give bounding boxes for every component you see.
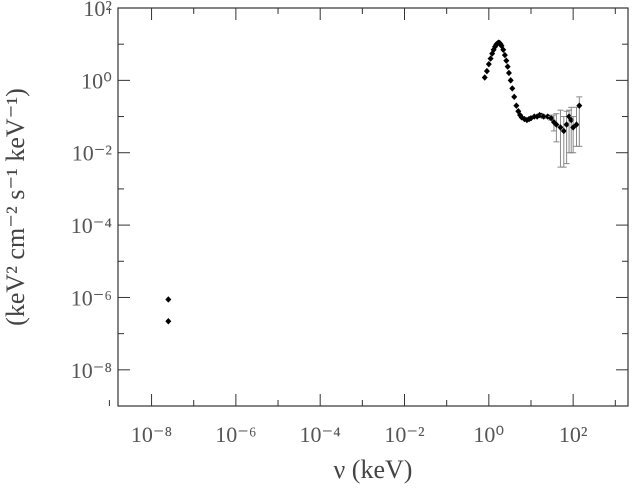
data-point bbox=[557, 124, 564, 131]
data-point bbox=[534, 113, 541, 120]
data-point bbox=[505, 69, 512, 77]
data-point bbox=[501, 51, 508, 59]
data-point bbox=[504, 63, 511, 70]
x-axis-label: ν (keV) bbox=[334, 455, 413, 484]
x-tick-label: 10² bbox=[559, 422, 588, 447]
x-tick-label: 10⁻⁸ bbox=[131, 422, 172, 447]
data-point bbox=[513, 102, 520, 109]
data-point bbox=[481, 74, 488, 81]
data-point bbox=[517, 111, 524, 119]
data-point bbox=[563, 121, 570, 128]
x-tick-label: 10⁻² bbox=[384, 422, 425, 447]
x-tick-label: 10⁻⁶ bbox=[215, 422, 256, 447]
y-tick-label: 10⁻² bbox=[72, 141, 113, 166]
data-point bbox=[573, 121, 580, 128]
data-point bbox=[511, 93, 518, 101]
data-point bbox=[548, 115, 555, 122]
data-point bbox=[560, 127, 567, 135]
data-point bbox=[498, 42, 505, 50]
data-point bbox=[521, 115, 528, 123]
data-point bbox=[165, 318, 172, 325]
data-point bbox=[483, 67, 490, 75]
y-tick-label: 10⁻⁸ bbox=[71, 358, 112, 383]
data-point bbox=[491, 43, 498, 50]
data-point bbox=[507, 77, 514, 84]
data-point bbox=[165, 296, 172, 303]
data-point bbox=[576, 102, 583, 109]
data-point bbox=[570, 124, 577, 131]
data-point bbox=[485, 60, 492, 68]
x-tick-label: 10⁻⁴ bbox=[300, 422, 342, 447]
y-tick-label: 10⁻⁶ bbox=[71, 285, 112, 310]
y-tick-label: 10⁻⁴ bbox=[71, 213, 113, 238]
x-tick-label: 10⁰ bbox=[473, 422, 504, 447]
plot-frame bbox=[117, 7, 629, 407]
data-point bbox=[500, 46, 507, 53]
data-point bbox=[509, 85, 516, 92]
data-point bbox=[550, 118, 557, 126]
data-point bbox=[553, 121, 560, 128]
y-tick-label: 10² bbox=[83, 0, 112, 21]
y-tick-label: 10⁰ bbox=[81, 68, 112, 93]
data-point bbox=[487, 55, 494, 62]
y-axis-label: (keV² cm⁻² s⁻¹ keV⁻¹) bbox=[1, 88, 30, 326]
data-point bbox=[489, 50, 496, 57]
data-point bbox=[503, 57, 510, 64]
